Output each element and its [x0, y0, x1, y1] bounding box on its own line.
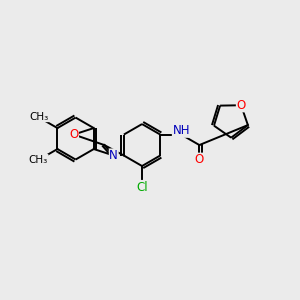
Text: O: O	[195, 153, 204, 166]
Text: CH₃: CH₃	[29, 154, 48, 164]
Text: N: N	[110, 149, 118, 162]
Text: O: O	[236, 99, 246, 112]
Text: O: O	[69, 128, 79, 141]
Text: NH: NH	[172, 124, 190, 137]
Text: CH₃: CH₃	[30, 112, 49, 122]
Text: Cl: Cl	[136, 181, 148, 194]
